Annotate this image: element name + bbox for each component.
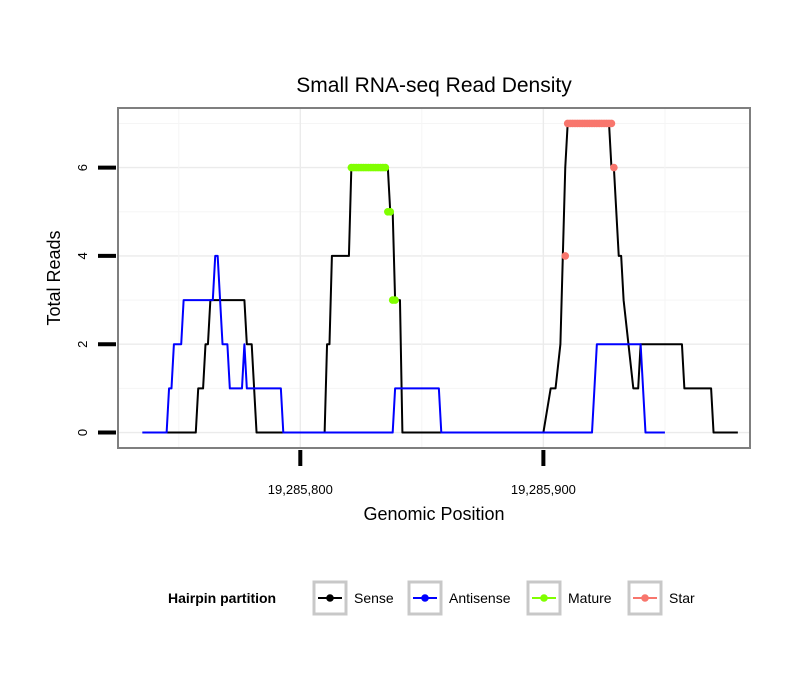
y-axis-title: Total Reads — [44, 230, 64, 325]
plot-panel — [118, 108, 750, 448]
axes: 0 2 4 6 19,285,800 19,285,900 — [75, 164, 576, 497]
star-point — [610, 163, 618, 172]
legend-label: Star — [669, 590, 695, 606]
y-tick-label: 4 — [75, 252, 90, 259]
y-tick-label: 2 — [75, 341, 90, 348]
chart-title: Small RNA-seq Read Density — [296, 74, 572, 97]
legend-key-point — [326, 594, 334, 602]
x-tick-label: 19,285,800 — [268, 482, 333, 497]
legend-label: Sense — [354, 590, 394, 606]
legend-key-point — [421, 594, 429, 602]
legend-key-point — [540, 594, 548, 602]
antisense-series-line — [142, 254, 665, 434]
legend-title: Hairpin partition — [168, 590, 276, 606]
mature-point — [386, 207, 395, 216]
legend-item-sense: Sense — [312, 580, 394, 616]
legend-entries: Sense Antisense Mature Star — [312, 580, 695, 616]
x-axis-title: Genomic Position — [363, 504, 504, 524]
legend-item-mature: Mature — [526, 580, 612, 616]
plot-border — [117, 107, 751, 449]
legend-label: Antisense — [449, 590, 511, 606]
star-point — [561, 252, 570, 260]
legend: Hairpin partition Sense Antisense Mature St… — [168, 580, 695, 616]
legend-item-antisense: Antisense — [407, 580, 511, 616]
mature-point — [381, 163, 390, 172]
legend-label: Mature — [568, 590, 612, 606]
legend-item-star: Star — [627, 580, 695, 616]
y-tick-label: 6 — [75, 164, 90, 171]
star-point — [607, 119, 616, 128]
series-layer — [142, 119, 738, 434]
legend-key-point — [641, 594, 649, 602]
mature-point — [391, 296, 399, 304]
y-tick-label: 0 — [75, 429, 90, 436]
x-tick-label: 19,285,900 — [511, 482, 576, 497]
